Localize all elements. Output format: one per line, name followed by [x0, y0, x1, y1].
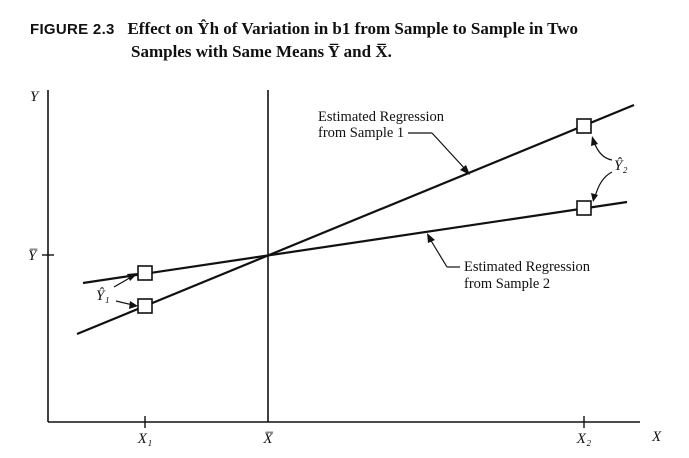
x2-tick-label: X₂ [576, 431, 591, 447]
y-hat-2-arrowhead-upper [591, 136, 598, 146]
figure-title-line1: Effect on Ŷh of Variation in b1 from Sam… [127, 19, 578, 38]
sample-1-label-line1: Estimated Regression [318, 109, 445, 125]
y-hat-1-square-sample-2 [137, 265, 153, 281]
sample-1-label-line2: from Sample 1 [318, 125, 404, 141]
x-axis-label: X [651, 429, 662, 445]
y-bar-tick-label: Y̅ [28, 248, 38, 264]
sample-1-leader-diagonal [431, 132, 467, 171]
sample-2-leader-diagonal [429, 238, 448, 268]
sample-2-arrowhead [427, 233, 435, 243]
x-bar-tick-label: X̅ [262, 431, 273, 447]
sample-2-label-line1: Estimated Regression [464, 259, 591, 275]
y-hat-1-square-sample-1 [137, 298, 153, 314]
y-hat-2-arrowhead-lower [591, 193, 598, 202]
sample-1-arrowhead [460, 165, 470, 175]
regression-line-sample-2 [82, 200, 628, 285]
x1-tick-label: X₁ [137, 431, 152, 447]
y-hat-1-label: Ŷ₁ [96, 287, 110, 304]
y-axis-label: Y [30, 89, 40, 105]
figure-caption: FIGURE 2.3 Effect on Ŷh of Variation in … [30, 18, 670, 63]
y-hat-2-leader-upper [593, 141, 613, 161]
y-hat-1-arrowhead-upper [127, 273, 138, 281]
y-hat-2-leader-lower [594, 171, 613, 198]
y-hat-2-square-sample-2 [576, 200, 592, 216]
y-hat-2-square-sample-1 [576, 118, 592, 134]
sample-2-label-line2: from Sample 2 [464, 276, 550, 292]
regression-line-sample-1 [76, 103, 635, 336]
y-hat-1-arrowhead-lower [129, 301, 138, 309]
figure-label: FIGURE 2.3 [30, 21, 115, 38]
figure-title-line2: Samples with Same Means Y̅ and X̅. [131, 42, 392, 61]
y-hat-2-label: Ŷ₂ [614, 157, 628, 174]
